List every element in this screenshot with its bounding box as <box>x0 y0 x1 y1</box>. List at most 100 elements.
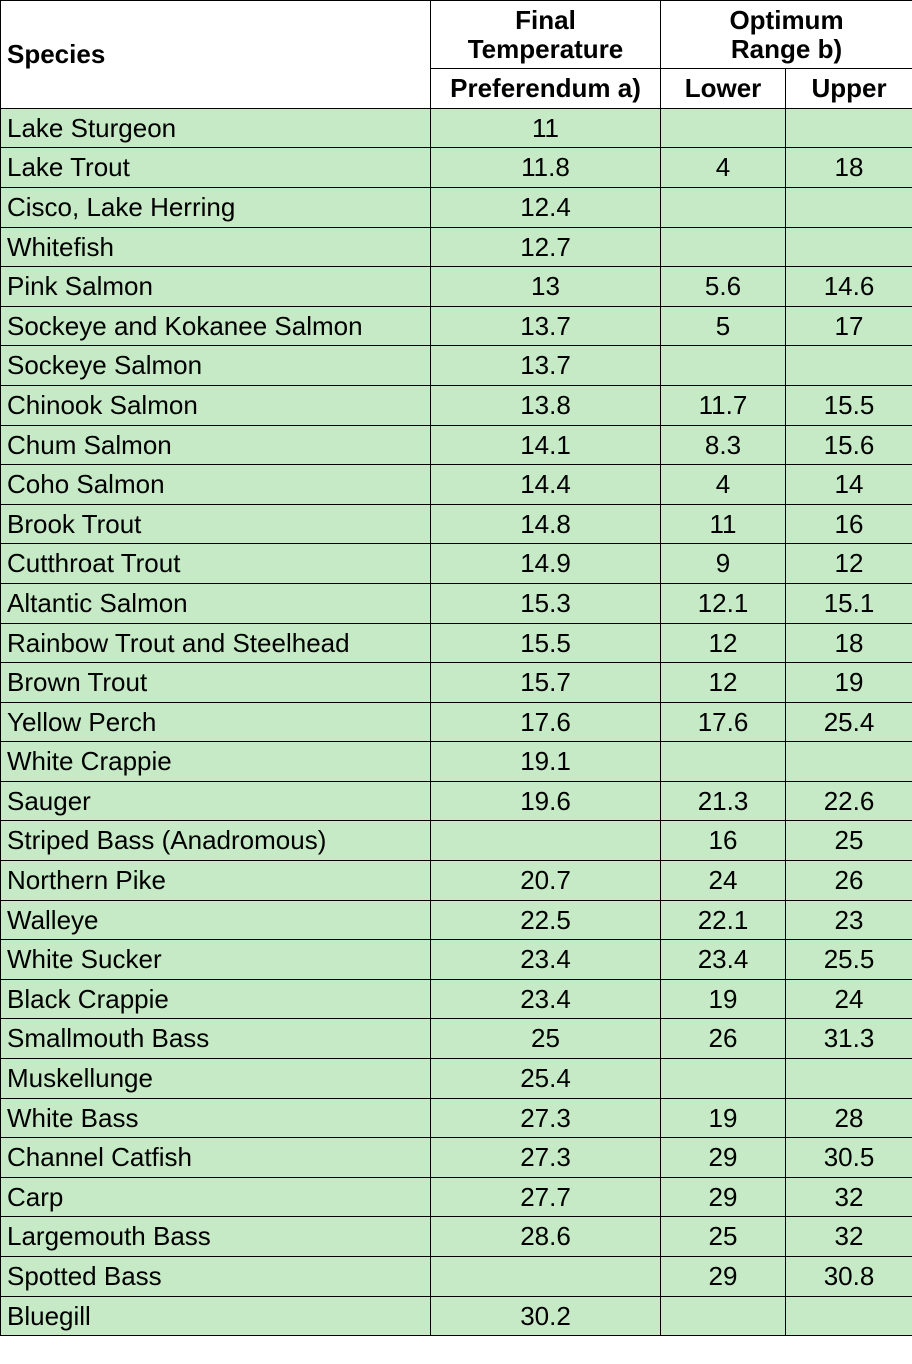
header-opt-line1: Optimum <box>729 5 843 35</box>
table-row: Coho Salmon14.4414 <box>1 465 912 505</box>
cell-temp: 20.7 <box>431 861 661 901</box>
cell-lower: 23.4 <box>661 940 786 980</box>
cell-temp <box>431 1257 661 1297</box>
table-row: Chinook Salmon13.811.715.5 <box>1 385 912 425</box>
table-row: Sauger19.621.322.6 <box>1 781 912 821</box>
cell-lower <box>661 227 786 267</box>
cell-upper: 25 <box>786 821 912 861</box>
table-row: Spotted Bass 2930.8 <box>1 1257 912 1297</box>
cell-temp: 14.8 <box>431 504 661 544</box>
cell-lower: 11.7 <box>661 385 786 425</box>
cell-species: Largemouth Bass <box>1 1217 431 1257</box>
cell-temp: 23.4 <box>431 940 661 980</box>
header-species: Species <box>1 1 431 109</box>
cell-species: Whitefish <box>1 227 431 267</box>
cell-species: Pink Salmon <box>1 267 431 307</box>
cell-species: Cisco, Lake Herring <box>1 187 431 227</box>
header-optimum-range: Optimum Range b) <box>661 1 912 69</box>
cell-upper <box>786 346 912 386</box>
table-row: Sockeye Salmon13.7 <box>1 346 912 386</box>
cell-upper: 26 <box>786 861 912 901</box>
cell-upper: 30.5 <box>786 1138 912 1178</box>
cell-upper: 22.6 <box>786 781 912 821</box>
cell-upper: 16 <box>786 504 912 544</box>
cell-upper <box>786 1059 912 1099</box>
table-row: Brown Trout15.71219 <box>1 663 912 703</box>
cell-lower: 5 <box>661 306 786 346</box>
cell-upper: 15.5 <box>786 385 912 425</box>
cell-upper: 28 <box>786 1098 912 1138</box>
cell-upper <box>786 1296 912 1336</box>
table-row: Cisco, Lake Herring12.4 <box>1 187 912 227</box>
cell-species: Yellow Perch <box>1 702 431 742</box>
table-row: Channel Catfish27.32930.5 <box>1 1138 912 1178</box>
cell-upper <box>786 227 912 267</box>
cell-lower: 19 <box>661 979 786 1019</box>
table-row: Chum Salmon14.18.315.6 <box>1 425 912 465</box>
cell-species: Striped Bass (Anadromous) <box>1 821 431 861</box>
table-row: Smallmouth Bass252631.3 <box>1 1019 912 1059</box>
table-row: Northern Pike20.72426 <box>1 861 912 901</box>
cell-temp: 25 <box>431 1019 661 1059</box>
cell-upper <box>786 742 912 782</box>
cell-upper: 12 <box>786 544 912 584</box>
cell-upper: 32 <box>786 1177 912 1217</box>
cell-upper: 15.1 <box>786 583 912 623</box>
cell-species: Chum Salmon <box>1 425 431 465</box>
cell-lower: 22.1 <box>661 900 786 940</box>
cell-temp: 17.6 <box>431 702 661 742</box>
cell-upper: 18 <box>786 623 912 663</box>
table-row: Carp27.72932 <box>1 1177 912 1217</box>
cell-temp: 13.7 <box>431 306 661 346</box>
cell-species: Northern Pike <box>1 861 431 901</box>
cell-temp: 11 <box>431 108 661 148</box>
cell-species: Black Crappie <box>1 979 431 1019</box>
cell-species: Brook Trout <box>1 504 431 544</box>
cell-lower: 17.6 <box>661 702 786 742</box>
cell-temp: 15.7 <box>431 663 661 703</box>
cell-upper: 30.8 <box>786 1257 912 1297</box>
cell-species: Spotted Bass <box>1 1257 431 1297</box>
cell-lower: 12 <box>661 663 786 703</box>
cell-species: Walleye <box>1 900 431 940</box>
cell-lower: 25 <box>661 1217 786 1257</box>
cell-species: Coho Salmon <box>1 465 431 505</box>
cell-lower <box>661 108 786 148</box>
table-row: Striped Bass (Anadromous)1625 <box>1 821 912 861</box>
cell-upper: 19 <box>786 663 912 703</box>
header-opt-line2: Range b) <box>731 34 842 64</box>
header-temp-line2: Temperature <box>468 34 624 64</box>
cell-temp: 15.3 <box>431 583 661 623</box>
cell-species: White Sucker <box>1 940 431 980</box>
cell-temp: 12.7 <box>431 227 661 267</box>
cell-lower: 26 <box>661 1019 786 1059</box>
table-row: Pink Salmon135.614.6 <box>1 267 912 307</box>
cell-lower <box>661 742 786 782</box>
cell-lower: 8.3 <box>661 425 786 465</box>
cell-upper <box>786 108 912 148</box>
cell-upper: 24 <box>786 979 912 1019</box>
table-row: Rainbow Trout and Steelhead15.51218 <box>1 623 912 663</box>
cell-species: Lake Trout <box>1 148 431 188</box>
table-row: Brook Trout14.81116 <box>1 504 912 544</box>
cell-temp: 27.3 <box>431 1138 661 1178</box>
table-row: Lake Sturgeon11 <box>1 108 912 148</box>
header-temp-line1: Final <box>515 5 576 35</box>
table-row: White Sucker23.423.425.5 <box>1 940 912 980</box>
cell-lower: 5.6 <box>661 267 786 307</box>
cell-lower: 29 <box>661 1177 786 1217</box>
cell-temp: 22.5 <box>431 900 661 940</box>
cell-lower: 29 <box>661 1257 786 1297</box>
cell-temp: 13.8 <box>431 385 661 425</box>
cell-upper: 23 <box>786 900 912 940</box>
table-row: White Bass27.31928 <box>1 1098 912 1138</box>
cell-lower: 12 <box>661 623 786 663</box>
cell-temp: 25.4 <box>431 1059 661 1099</box>
table-row: Muskellunge25.4 <box>1 1059 912 1099</box>
table-row: Walleye22.522.123 <box>1 900 912 940</box>
header-temp-preferendum-top: Final Temperature <box>431 1 661 69</box>
table-row: Black Crappie23.41924 <box>1 979 912 1019</box>
table-row: Largemouth Bass28.62532 <box>1 1217 912 1257</box>
cell-temp: 13.7 <box>431 346 661 386</box>
table-row: White Crappie19.1 <box>1 742 912 782</box>
